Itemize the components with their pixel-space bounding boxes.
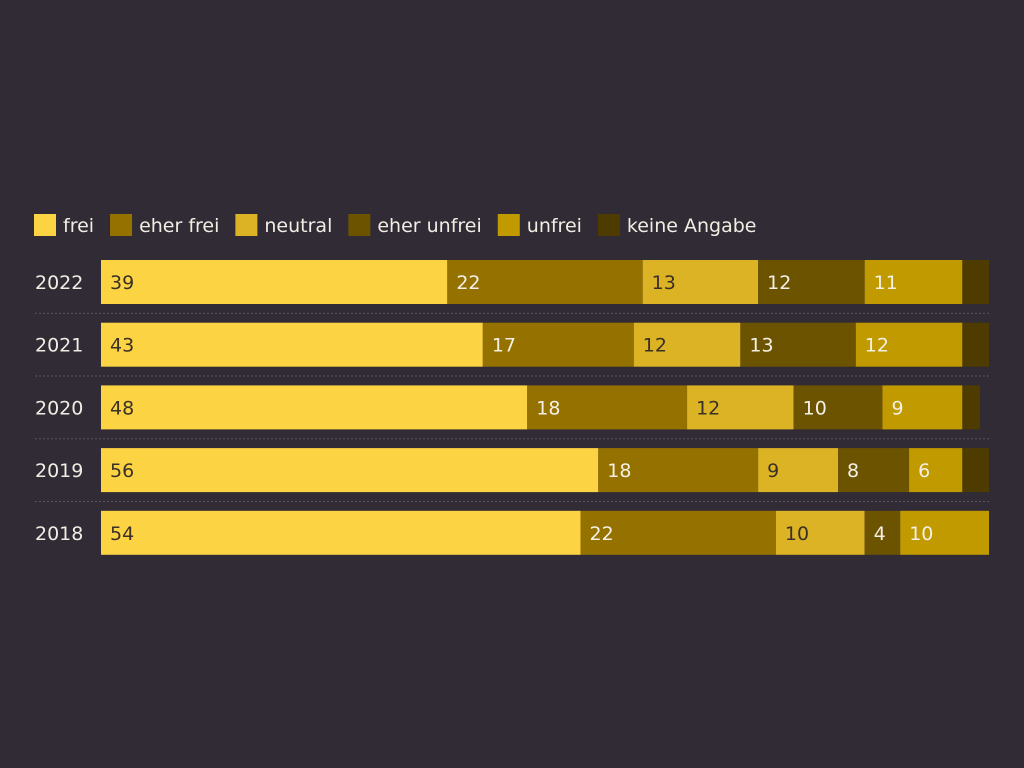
bar-segment-eher-frei bbox=[447, 260, 643, 304]
bar-segment-eher-unfrei bbox=[793, 385, 883, 430]
row-label: 2018 bbox=[35, 523, 83, 545]
bar-value-label: 12 bbox=[865, 335, 889, 357]
bar-value-label: 12 bbox=[767, 272, 791, 294]
bar-segment-neutral bbox=[775, 510, 865, 555]
bar-segment-neutral bbox=[642, 260, 759, 304]
bar-value-label: 17 bbox=[492, 335, 516, 357]
bar-value-label: 22 bbox=[456, 272, 480, 294]
bar-segment-unfrei bbox=[909, 448, 963, 493]
row-label: 2019 bbox=[35, 460, 83, 482]
bar-value-label: 9 bbox=[767, 460, 779, 482]
bar-segment-eher-unfrei bbox=[740, 322, 856, 367]
legend-swatch-unfrei bbox=[497, 214, 520, 236]
bar-value-label: 8 bbox=[847, 460, 859, 482]
legend-swatch-eher-frei bbox=[110, 214, 133, 236]
bar-value-label: 6 bbox=[918, 460, 930, 482]
bar-segment-frei bbox=[101, 322, 483, 367]
bar-segment-neutral bbox=[758, 448, 839, 493]
bar-value-label: 43 bbox=[110, 335, 134, 357]
legend-label-eher-frei: eher frei bbox=[139, 215, 219, 237]
bar-value-label: 4 bbox=[874, 523, 886, 545]
legend-label-eher-unfrei: eher unfrei bbox=[377, 215, 481, 237]
legend-label-neutral: neutral bbox=[264, 215, 332, 237]
bar-value-label: 18 bbox=[536, 397, 560, 419]
bar-value-label: 10 bbox=[909, 523, 933, 545]
bar-segment-keine-angabe bbox=[962, 322, 989, 367]
bar-value-label: 56 bbox=[110, 460, 134, 482]
bar-value-label: 12 bbox=[643, 335, 667, 357]
bar-segment-unfrei bbox=[900, 510, 989, 555]
bar-segment-frei bbox=[101, 260, 448, 304]
legend-label-unfrei: unfrei bbox=[527, 215, 582, 237]
bar-segment-eher-unfrei bbox=[864, 510, 901, 555]
bar-row-2018: 2018 54 22 10 4 10 bbox=[35, 510, 989, 555]
bar-segment-eher-frei bbox=[598, 448, 759, 493]
legend-swatch-neutral bbox=[235, 214, 258, 236]
bar-segment-eher-unfrei bbox=[758, 260, 865, 304]
bar-value-label: 48 bbox=[110, 397, 134, 419]
row-label: 2020 bbox=[35, 397, 83, 419]
bar-segment-unfrei bbox=[855, 322, 963, 367]
bar-segment-eher-unfrei bbox=[838, 448, 910, 493]
bar-value-label: 11 bbox=[874, 272, 898, 294]
legend-label-keine-angabe: keine Angabe bbox=[627, 215, 757, 237]
bar-value-label: 12 bbox=[696, 397, 720, 419]
bar-value-label: 18 bbox=[607, 460, 631, 482]
bar-segment-unfrei bbox=[882, 385, 963, 430]
row-label: 2022 bbox=[35, 272, 83, 294]
bar-segment-keine-angabe bbox=[962, 448, 989, 493]
bar-value-label: 13 bbox=[652, 272, 676, 294]
legend-swatch-eher-unfrei bbox=[348, 214, 371, 236]
bar-row-2020: 2020 48 18 12 10 9 bbox=[35, 385, 981, 430]
bar-value-label: 54 bbox=[110, 523, 134, 545]
bar-row-2019: 2019 56 18 9 8 6 bbox=[35, 448, 989, 493]
bar-segment-unfrei bbox=[864, 260, 963, 304]
bar-row-2022: 2022 39 22 13 12 11 bbox=[35, 260, 989, 304]
bar-value-label: 39 bbox=[110, 272, 134, 294]
bar-value-label: 10 bbox=[785, 523, 809, 545]
bar-segment-frei bbox=[101, 510, 581, 555]
bar-segment-keine-angabe bbox=[962, 260, 989, 304]
legend-label-frei: frei bbox=[63, 215, 94, 237]
bar-segment-eher-frei bbox=[580, 510, 776, 555]
bar-row-2021: 2021 43 17 12 13 12 bbox=[35, 322, 989, 367]
bar-segment-frei bbox=[101, 448, 599, 493]
legend-swatch-keine-angabe bbox=[597, 214, 620, 236]
bar-value-label: 9 bbox=[891, 397, 903, 419]
bar-segment-eher-frei bbox=[482, 322, 634, 367]
bar-value-label: 13 bbox=[749, 335, 773, 357]
bar-segment-keine-angabe bbox=[962, 385, 981, 430]
bar-value-label: 22 bbox=[590, 523, 614, 545]
bar-segment-neutral bbox=[633, 322, 741, 367]
bar-value-label: 10 bbox=[803, 397, 827, 419]
bar-segment-neutral bbox=[687, 385, 794, 430]
legend: frei eher frei neutral eher unfrei unfrei kei… bbox=[34, 214, 756, 237]
row-separators bbox=[35, 312, 989, 502]
legend-swatch-frei bbox=[34, 214, 56, 236]
row-label: 2021 bbox=[35, 335, 83, 357]
bar-segment-frei bbox=[101, 385, 528, 430]
bar-segment-eher-frei bbox=[527, 385, 688, 430]
